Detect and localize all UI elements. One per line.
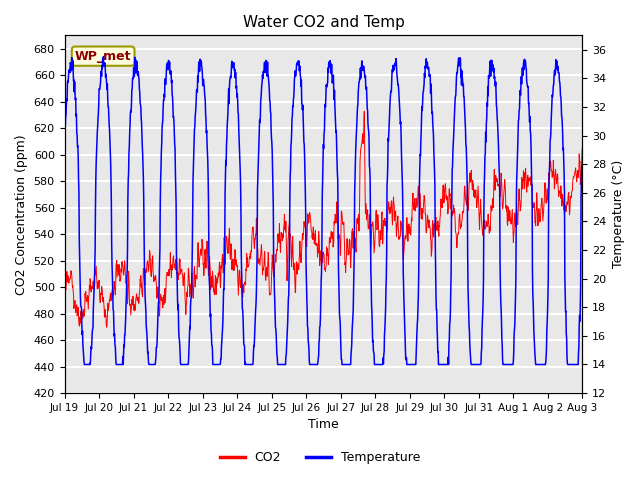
Title: Water CO2 and Temp: Water CO2 and Temp <box>243 15 404 30</box>
X-axis label: Time: Time <box>308 419 339 432</box>
Y-axis label: CO2 Concentration (ppm): CO2 Concentration (ppm) <box>15 134 28 295</box>
Text: WP_met: WP_met <box>75 49 131 63</box>
Legend: CO2, Temperature: CO2, Temperature <box>214 446 426 469</box>
Y-axis label: Temperature (°C): Temperature (°C) <box>612 160 625 268</box>
